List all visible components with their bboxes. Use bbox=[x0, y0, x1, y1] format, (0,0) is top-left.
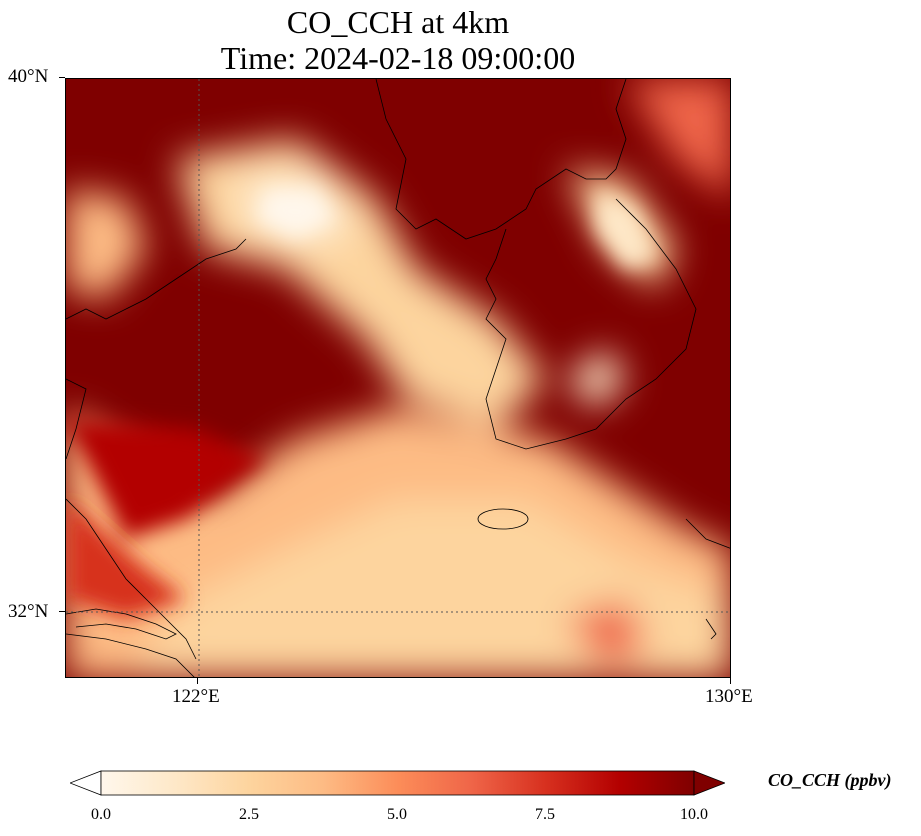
concentration-field bbox=[66, 79, 730, 677]
colorbar-tick-0: 0.0 bbox=[91, 806, 111, 823]
map-title-line1: CO_CCH at 4km bbox=[286, 4, 510, 40]
colorbar-gradient bbox=[100, 770, 695, 796]
map-plot-area bbox=[65, 78, 731, 678]
lon-label-122: 122°E bbox=[172, 686, 220, 707]
colorbar bbox=[68, 768, 727, 798]
colorbar-tick-4: 10.0 bbox=[680, 806, 708, 823]
colorbar-extend-max bbox=[693, 770, 727, 796]
lon-tick-130 bbox=[730, 678, 731, 684]
lon-tick-122 bbox=[197, 678, 198, 684]
colorbar-tick-2: 5.0 bbox=[387, 806, 407, 823]
lon-label-130: 130°E bbox=[705, 686, 753, 707]
colorbar-label: CO_CCH (ppbv) bbox=[768, 770, 892, 790]
lat-tick-40 bbox=[59, 77, 65, 78]
colorbar-tick-1: 2.5 bbox=[239, 806, 259, 823]
lat-tick-32 bbox=[59, 611, 65, 612]
colorbar-extend-min bbox=[68, 770, 102, 796]
coastline bbox=[66, 79, 730, 677]
lat-label-32: 32°N bbox=[8, 601, 49, 622]
gridlines bbox=[66, 79, 730, 677]
lat-label-40: 40°N bbox=[8, 66, 49, 87]
colorbar-tick-3: 7.5 bbox=[535, 806, 555, 823]
map-title-line2: Time: 2024-02-18 09:00:00 bbox=[220, 40, 576, 76]
